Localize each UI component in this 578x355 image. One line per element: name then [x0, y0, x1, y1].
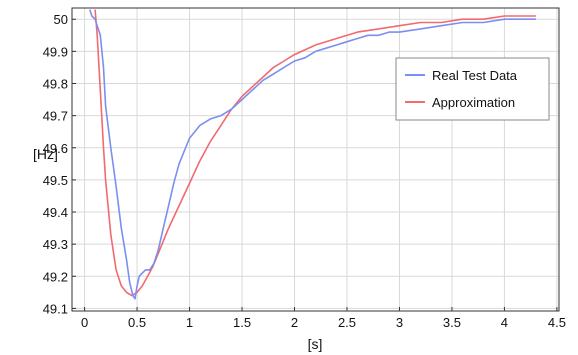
x-tick-label: 3 [396, 315, 403, 330]
x-tick-label: 1 [186, 315, 193, 330]
series-line-approximation [94, 9, 536, 297]
y-tick-label: 49.9 [43, 44, 68, 59]
x-tick-label: 2.5 [338, 315, 356, 330]
y-tick-label: 49.7 [43, 109, 68, 124]
y-axis-label: [Hz] [33, 146, 58, 162]
x-tick-label: 2 [291, 315, 298, 330]
legend-label-approximation: Approximation [432, 95, 515, 110]
y-tick-label: 50 [54, 12, 68, 27]
legend-label-real-test-data: Real Test Data [432, 68, 518, 83]
x-axis-label: [s] [308, 336, 323, 352]
x-tick-label: 0 [81, 315, 88, 330]
x-tick-label: 4.5 [548, 315, 566, 330]
y-tick-label: 49.5 [43, 173, 68, 188]
y-tick-label: 49.6 [43, 141, 68, 156]
y-tick-label: 49.3 [43, 237, 68, 252]
series-layer [89, 9, 536, 300]
y-tick-label: 49.2 [43, 269, 68, 284]
plot-area-frame [71, 7, 560, 312]
y-tick-label: 49.1 [43, 301, 68, 316]
x-tick-label: 1.5 [233, 315, 251, 330]
x-tick-label: 3.5 [443, 315, 461, 330]
x-tick-label: 0.5 [128, 315, 146, 330]
series-line-real-test-data [89, 9, 536, 300]
legend: Real Test Data Approximation [395, 57, 550, 121]
y-tick-label: 49.8 [43, 77, 68, 92]
grid-lines [72, 8, 559, 311]
axis-ticks: 0 0.5 1 1.5 2 2.5 3 3.5 4 4.5 49.1 49.2 49.3 49.4 49.5… [43, 12, 566, 330]
legend-box [395, 57, 550, 121]
y-tick-label: 49.4 [43, 205, 68, 220]
x-tick-label: 4 [501, 315, 508, 330]
